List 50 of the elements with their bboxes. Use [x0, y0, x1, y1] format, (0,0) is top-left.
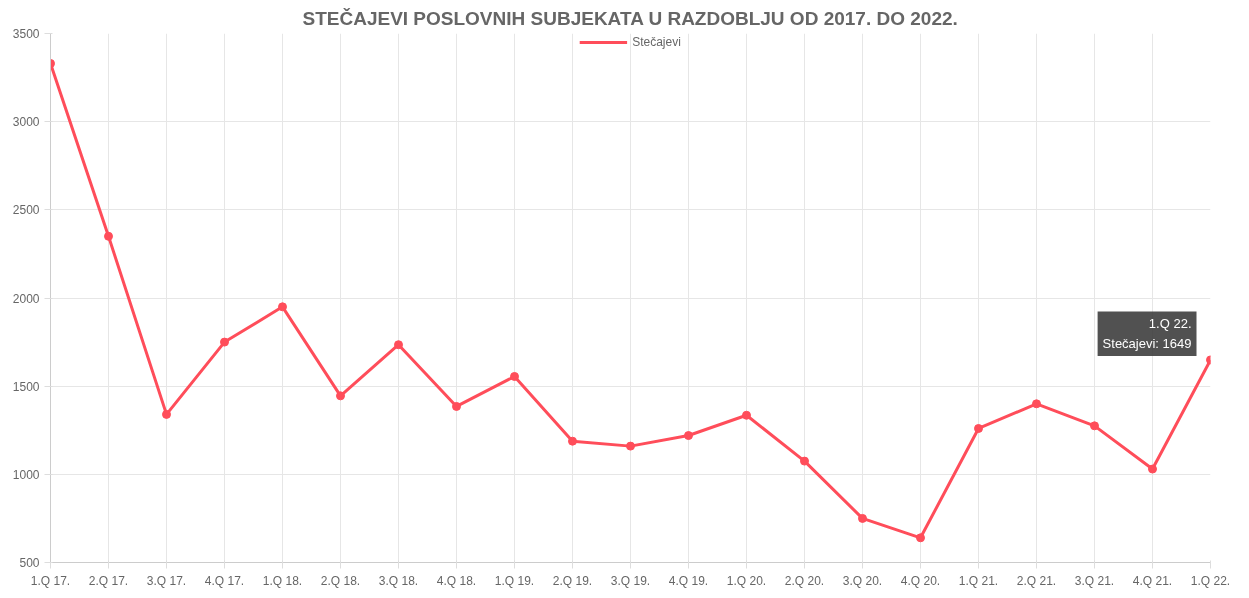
chart-title: STEČAJEVI POSLOVNIH SUBJEKATA U RAZDOBLJU OD 2017. DO 2022. — [302, 7, 958, 29]
x-tick-label: 4.Q 21. — [1132, 573, 1173, 588]
x-tick-label: 3.Q 21. — [1074, 573, 1115, 588]
x-tick-label: 1.Q 18. — [262, 573, 303, 588]
point — [1148, 464, 1157, 474]
point — [394, 340, 403, 350]
x-tick-label: 3.Q 17. — [146, 573, 187, 588]
point — [858, 513, 867, 523]
x-tick-label: 1.Q 19. — [494, 573, 535, 588]
y-tick-label: 500 — [19, 556, 40, 570]
point — [684, 431, 693, 441]
y-tick-label: 1500 — [12, 379, 40, 394]
x-tick-label: 2.Q 21. — [1016, 573, 1057, 588]
point — [104, 231, 113, 241]
y-tick-label: 2000 — [12, 291, 40, 306]
x-tick-label: 1.Q 20. — [726, 573, 767, 588]
annotation: 1.Q 22. Stečajevi: 1649 — [1102, 316, 1192, 351]
point — [626, 441, 635, 451]
x-tick-label: 3.Q 20. — [842, 573, 883, 588]
x-tick-label: 1.Q 22. — [1190, 573, 1231, 588]
x-tick-label: 2.Q 19. — [552, 573, 593, 588]
point — [1032, 399, 1041, 409]
x-tick-label: 2.Q 20. — [784, 573, 825, 588]
point — [974, 423, 983, 433]
point — [510, 371, 519, 381]
x-tick-label: 4.Q 17. — [204, 573, 245, 588]
point — [1090, 421, 1099, 431]
point — [568, 436, 577, 446]
x-tick-label: 2.Q 18. — [320, 573, 361, 588]
point — [162, 409, 171, 419]
x-tick-label: 2.Q 17. — [88, 573, 129, 588]
point — [336, 391, 345, 401]
x-tick-label: 3.Q 19. — [610, 573, 651, 588]
point — [800, 456, 809, 466]
x-tick-label: 4.Q 18. — [436, 573, 477, 588]
point — [742, 410, 751, 420]
point — [220, 337, 229, 347]
x-tick-label: 4.Q 19. — [668, 573, 709, 588]
legend-label: Stečajevi — [632, 35, 681, 49]
y-tick-label: 3500 — [12, 27, 40, 41]
x-tick-label: 4.Q 20. — [900, 573, 941, 588]
y-tick-label: 2500 — [12, 203, 40, 218]
point — [278, 302, 287, 312]
x-tick-label: 1.Q 21. — [958, 573, 999, 588]
x-tick-label: 1.Q 17. — [30, 573, 71, 588]
y-tick-label: 3000 — [12, 115, 40, 130]
x-tick-label: 3.Q 18. — [378, 573, 419, 588]
point — [452, 401, 461, 411]
y-tick-label: 1000 — [12, 467, 40, 482]
point — [916, 533, 925, 543]
